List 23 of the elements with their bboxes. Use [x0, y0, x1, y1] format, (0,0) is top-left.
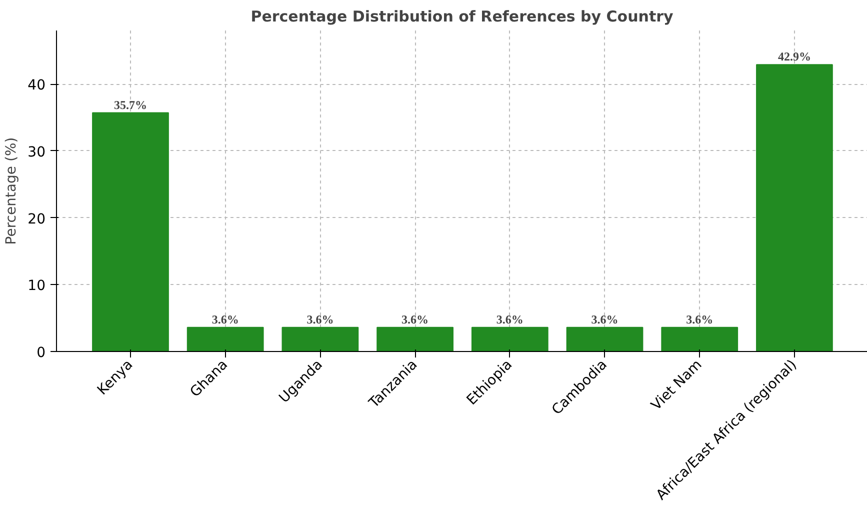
data-label: 3.6%: [306, 312, 334, 326]
bar: [661, 326, 738, 352]
bar: [282, 326, 359, 352]
data-label: 3.6%: [212, 312, 239, 326]
bar: [471, 326, 548, 352]
y-tick-label: 40: [28, 78, 46, 94]
y-tick-label: 10: [28, 278, 46, 294]
y-tick-label: 20: [28, 211, 46, 228]
data-label: 3.6%: [402, 312, 429, 326]
data-label: 3.6%: [686, 312, 714, 326]
data-label: 35.7%: [114, 98, 147, 112]
data-label: 42.9%: [778, 50, 811, 64]
bar: [92, 112, 169, 352]
bar: [376, 326, 454, 352]
bar: [756, 64, 833, 352]
bar: [186, 326, 264, 352]
data-label: 3.6%: [591, 312, 618, 326]
data-label: 3.6%: [496, 312, 524, 326]
chart-title: Percentage Distribution of References by Country: [250, 8, 674, 26]
y-tick-label: 30: [28, 144, 46, 160]
y-tick-label: 0: [36, 345, 46, 361]
y-axis-title: Percentage (%): [4, 137, 20, 245]
bar: [566, 326, 644, 352]
